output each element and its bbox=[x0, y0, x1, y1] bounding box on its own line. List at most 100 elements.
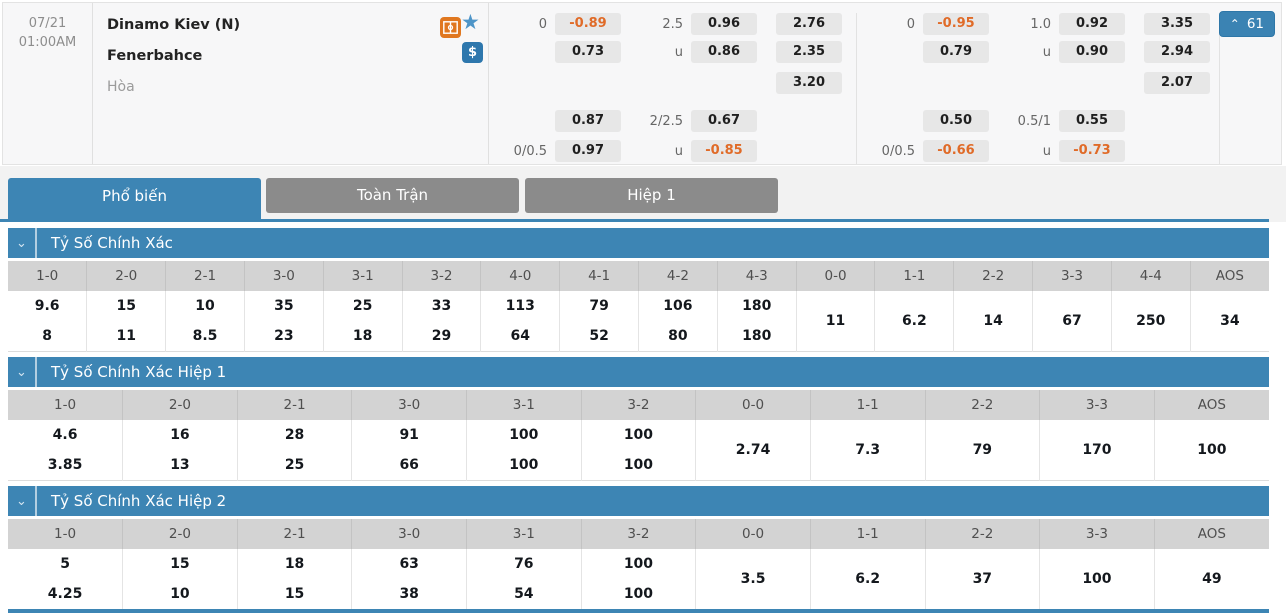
away-odds-cell[interactable]: 13 bbox=[122, 450, 238, 480]
dollar-icon[interactable]: $ bbox=[462, 42, 483, 63]
chevron-down-icon[interactable]: ⌄ bbox=[8, 357, 37, 387]
tab-toan-tran[interactable]: Toàn Trận bbox=[266, 178, 519, 213]
away-odds-cell[interactable]: 3.85 bbox=[47, 456, 83, 473]
odds-button[interactable]: 0.79 bbox=[923, 41, 989, 63]
home-odds-cell[interactable]: 63 bbox=[351, 549, 467, 579]
odds-button[interactable]: 2.35 bbox=[776, 41, 842, 63]
pitch-lineup-icon[interactable] bbox=[440, 17, 461, 38]
away-odds-cell[interactable]: 23 bbox=[243, 321, 324, 351]
odds-button[interactable]: 0.50 bbox=[923, 110, 989, 132]
away-odds-cell[interactable]: 100 bbox=[466, 450, 582, 480]
away-odds-cell[interactable]: 18 bbox=[322, 321, 403, 351]
draw-odds-cell[interactable]: 34 bbox=[1189, 291, 1269, 351]
home-odds-cell[interactable]: 28 bbox=[236, 420, 352, 450]
tab-hiep-1[interactable]: Hiệp 1 bbox=[525, 178, 778, 213]
home-odds-cell[interactable]: 33 bbox=[401, 291, 481, 321]
draw-odds-cell[interactable]: 3.5 bbox=[695, 549, 811, 609]
draw-odds-cell[interactable]: 11 bbox=[795, 291, 875, 351]
home-odds-cell[interactable]: 16 bbox=[122, 420, 238, 450]
away-odds-cell[interactable]: 38 bbox=[351, 579, 467, 609]
favorite-star-icon[interactable]: ★ bbox=[461, 10, 480, 34]
home-odds-cell[interactable]: 35 bbox=[243, 291, 324, 321]
away-odds-cell[interactable]: 52 bbox=[559, 321, 639, 351]
section-header[interactable]: ⌄ Tỷ Số Chính Xác Hiệp 1 bbox=[8, 357, 1269, 387]
section-header[interactable]: ⌄ Tỷ Số Chính Xác bbox=[8, 228, 1269, 258]
odds-button[interactable]: 2.94 bbox=[1144, 41, 1210, 63]
odds-button[interactable]: 0.87 bbox=[555, 110, 621, 132]
home-odds-cell[interactable]: 100 bbox=[580, 549, 696, 579]
away-odds-cell[interactable]: 25 bbox=[236, 450, 352, 480]
chevron-down-icon[interactable]: ⌄ bbox=[8, 228, 37, 258]
score-label: 1-1 bbox=[809, 519, 925, 549]
match-row: 07/21 01:00AM Dinamo Kiev (N) Fenerbahce… bbox=[2, 2, 1282, 165]
home-odds-cell[interactable]: 4.6 bbox=[52, 427, 78, 443]
draw-odds-cell[interactable]: 37 bbox=[924, 549, 1040, 609]
away-odds-cell[interactable]: 15 bbox=[236, 579, 352, 609]
draw-odds-cell[interactable]: 6.2 bbox=[874, 291, 954, 351]
away-odds-cell[interactable]: 11 bbox=[86, 321, 166, 351]
draw-odds-cell[interactable]: 170 bbox=[1039, 420, 1155, 480]
home-odds-cell[interactable]: 18 bbox=[236, 549, 352, 579]
home-odds-cell[interactable]: 15 bbox=[122, 549, 238, 579]
draw-odds-cell[interactable]: 79 bbox=[924, 420, 1040, 480]
draw-odds-cell[interactable]: 6.2 bbox=[809, 549, 925, 609]
home-odds-cell[interactable]: 76 bbox=[466, 549, 582, 579]
odds-button[interactable]: -0.66 bbox=[923, 140, 989, 162]
away-odds-cell[interactable]: 29 bbox=[401, 321, 481, 351]
odds-button[interactable]: -0.73 bbox=[1059, 140, 1125, 162]
odds-button[interactable]: -0.95 bbox=[923, 13, 989, 35]
odds-button[interactable]: 3.35 bbox=[1144, 13, 1210, 35]
away-odds-cell[interactable]: 66 bbox=[351, 450, 467, 480]
odds-button[interactable]: 0.90 bbox=[1059, 41, 1125, 63]
chevron-down-icon[interactable]: ⌄ bbox=[8, 486, 37, 516]
away-odds-cell[interactable]: 100 bbox=[580, 579, 696, 609]
score-label: 3-0 bbox=[243, 261, 324, 291]
odds-button[interactable]: 0.55 bbox=[1059, 110, 1125, 132]
away-odds-cell[interactable]: 64 bbox=[480, 321, 560, 351]
away-odds-cell[interactable]: 10 bbox=[122, 579, 238, 609]
home-odds-cell[interactable]: 25 bbox=[322, 291, 403, 321]
home-odds-cell[interactable]: 113 bbox=[480, 291, 560, 321]
draw-odds-cell[interactable]: 67 bbox=[1032, 291, 1112, 351]
tab-pho-bien[interactable]: Phổ biến bbox=[8, 178, 261, 222]
home-odds-cell[interactable]: 79 bbox=[559, 291, 639, 321]
draw-odds-cell[interactable]: 7.3 bbox=[809, 420, 925, 480]
home-odds-cell[interactable]: 15 bbox=[86, 291, 166, 321]
away-odds-cell[interactable]: 8 bbox=[42, 327, 53, 344]
odds-button[interactable]: 0.73 bbox=[555, 41, 621, 63]
odds-button[interactable]: -0.85 bbox=[691, 140, 757, 162]
odds-button[interactable]: 0.86 bbox=[691, 41, 757, 63]
odds-button[interactable]: 0.97 bbox=[555, 140, 621, 162]
draw-odds-cell[interactable]: 2.74 bbox=[695, 420, 811, 480]
score-odds-row-away: 4.25 10 15 38 54 100 bbox=[8, 579, 1269, 609]
expand-markets-button[interactable]: ⌃ 61 bbox=[1218, 11, 1275, 37]
odds-button[interactable]: -0.89 bbox=[555, 13, 621, 35]
odds-button[interactable]: 2.07 bbox=[1144, 72, 1210, 94]
away-odds-cell[interactable]: 100 bbox=[580, 450, 696, 480]
home-odds-cell[interactable]: 180 bbox=[716, 291, 797, 321]
odds-button[interactable]: 0.92 bbox=[1059, 13, 1125, 35]
away-odds-cell[interactable]: 180 bbox=[716, 321, 797, 351]
score-odds-row-away: 8 11 8.5 23 18 29 64 52 80 180 bbox=[8, 321, 1269, 351]
odds-button[interactable]: 0.67 bbox=[691, 110, 757, 132]
home-odds-cell[interactable]: 5 bbox=[60, 556, 70, 572]
draw-odds-cell[interactable]: 14 bbox=[953, 291, 1033, 351]
away-odds-cell[interactable]: 54 bbox=[466, 579, 582, 609]
home-odds-cell[interactable]: 106 bbox=[638, 291, 718, 321]
draw-odds-cell[interactable]: 100 bbox=[1039, 549, 1155, 609]
draw-odds-cell[interactable]: 100 bbox=[1153, 420, 1269, 480]
home-odds-cell[interactable]: 9.6 bbox=[34, 298, 60, 314]
home-odds-cell[interactable]: 10 bbox=[165, 291, 245, 321]
draw-odds-cell[interactable]: 250 bbox=[1110, 291, 1191, 351]
section-header[interactable]: ⌄ Tỷ Số Chính Xác Hiệp 2 bbox=[8, 486, 1269, 516]
odds-button[interactable]: 0.96 bbox=[691, 13, 757, 35]
odds-button[interactable]: 3.20 bbox=[776, 72, 842, 94]
away-odds-cell[interactable]: 4.25 bbox=[47, 585, 83, 602]
home-odds-cell[interactable]: 91 bbox=[351, 420, 467, 450]
away-odds-cell[interactable]: 8.5 bbox=[165, 321, 245, 351]
draw-odds-cell[interactable]: 49 bbox=[1153, 549, 1269, 609]
home-odds-cell[interactable]: 100 bbox=[580, 420, 696, 450]
odds-button[interactable]: 2.76 bbox=[776, 13, 842, 35]
away-odds-cell[interactable]: 80 bbox=[638, 321, 718, 351]
home-odds-cell[interactable]: 100 bbox=[466, 420, 582, 450]
